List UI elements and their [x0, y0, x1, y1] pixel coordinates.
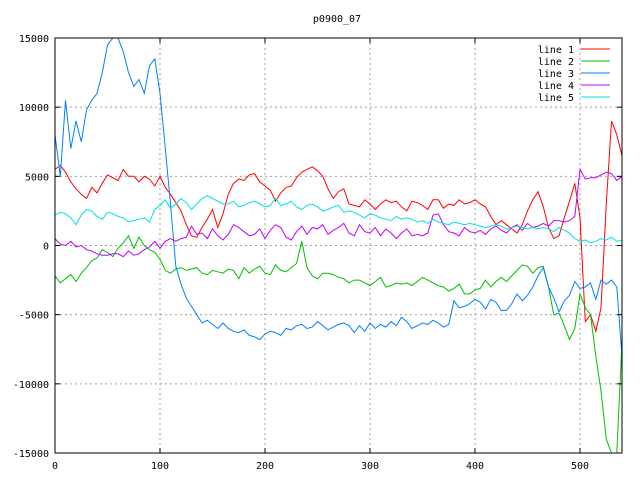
chart-title: p0900_07 [313, 14, 361, 25]
y-tick-label: -10000 [13, 380, 49, 391]
y-tick-label: 15000 [19, 34, 49, 45]
x-tick-label: 500 [571, 461, 589, 472]
y-tick-label: 10000 [19, 103, 49, 114]
series-lines [55, 38, 622, 453]
series-line-3 [55, 38, 622, 357]
series-line-5 [55, 195, 622, 244]
series-line-1 [55, 120, 622, 334]
x-tick-label: 400 [466, 461, 484, 472]
legend-label-1: line 1 [538, 45, 574, 56]
y-tick-label: 5000 [25, 172, 49, 183]
legend-label-5: line 5 [538, 93, 574, 104]
y-tick-label: -15000 [13, 449, 49, 460]
series-line-2 [55, 234, 622, 453]
legend-label-3: line 3 [538, 69, 574, 80]
series-line-4 [55, 167, 622, 258]
y-tick-label: -5000 [19, 311, 49, 322]
y-tick-label: 0 [43, 242, 49, 253]
x-tick-label: 300 [361, 461, 379, 472]
legend-label-2: line 2 [538, 57, 574, 68]
x-tick-label: 200 [256, 461, 274, 472]
legend-label-4: line 4 [538, 81, 574, 92]
x-tick-label: 100 [151, 461, 169, 472]
grid-lines [55, 38, 622, 453]
axis-ticks: 0 100 200 300 400 500 -15000 -10000 -5000 0 5000 10… [13, 34, 622, 472]
x-tick-label: 0 [52, 461, 58, 472]
